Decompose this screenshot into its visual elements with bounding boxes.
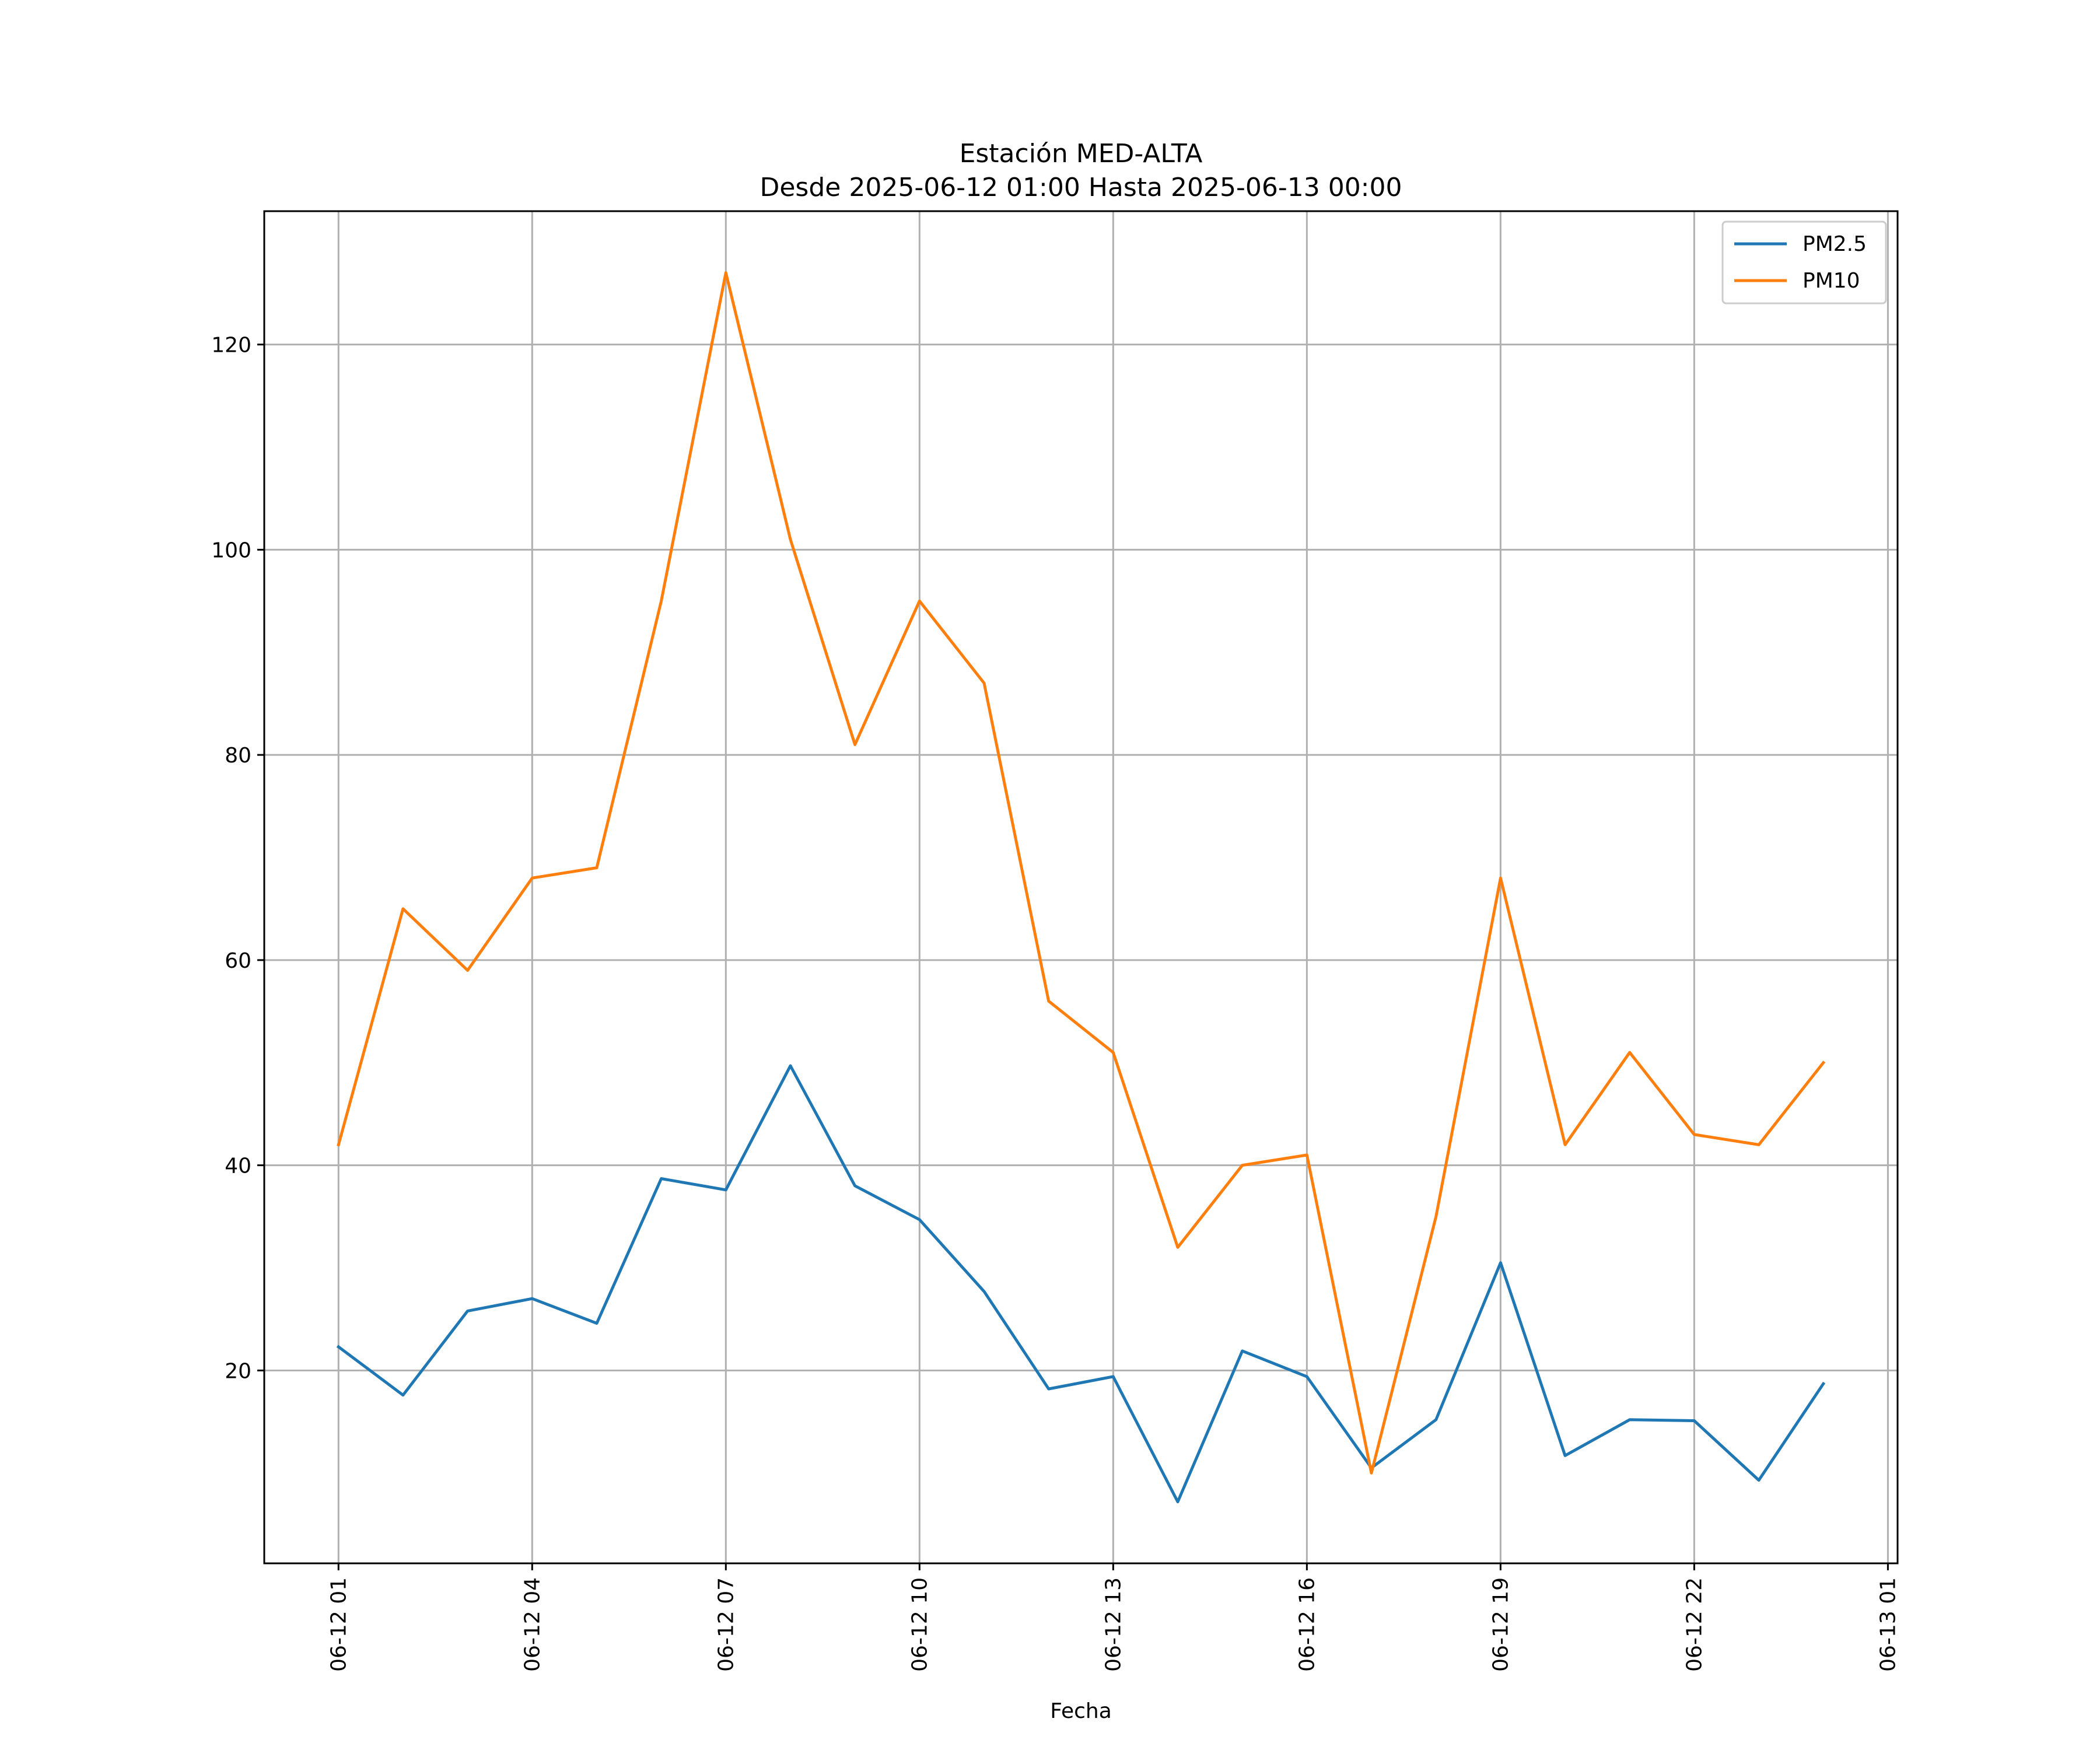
chart-subtitle: Desde 2025-06-12 01:00 Hasta 2025-06-13 …	[760, 173, 1402, 202]
x-tick-label: 06-12 01	[327, 1577, 351, 1672]
legend-box	[1721, 220, 1887, 304]
y-tick-label: 60	[225, 949, 251, 973]
legend-label-pm25: PM2.5	[1803, 232, 1867, 256]
x-tick-label: 06-13 01	[1876, 1577, 1900, 1672]
series-lines	[336, 271, 1826, 1503]
x-tick-label: 06-12 13	[1101, 1577, 1125, 1672]
axis-ticks: 06-12 01 06-12 04 06-12 07 06-12 10 06-12 13…	[211, 334, 1900, 1672]
grid	[264, 211, 1898, 1563]
x-axis-label: Fecha	[1050, 1699, 1112, 1723]
y-tick-label: 100	[211, 538, 251, 562]
y-tick-label: 20	[225, 1359, 251, 1383]
series-line-pm25	[336, 1064, 1826, 1503]
x-tick-label: 06-12 16	[1295, 1577, 1319, 1672]
y-tick-label: 40	[225, 1154, 251, 1178]
x-tick-label: 06-12 10	[908, 1577, 932, 1672]
legend: PM2.5 PM10	[1721, 220, 1887, 304]
y-tick-label: 80	[225, 744, 251, 768]
x-tick-label: 06-12 04	[520, 1577, 544, 1672]
series-line-pm10	[337, 271, 1826, 1475]
x-tick-label: 06-12 22	[1682, 1577, 1706, 1672]
x-tick-label: 06-12 19	[1489, 1577, 1513, 1672]
chart-title: Estación MED-ALTA	[960, 139, 1203, 169]
plot-frame	[263, 210, 1899, 1564]
legend-label-pm10: PM10	[1803, 269, 1860, 293]
x-tick-label: 06-12 07	[714, 1577, 738, 1672]
y-tick-label: 120	[211, 334, 251, 358]
